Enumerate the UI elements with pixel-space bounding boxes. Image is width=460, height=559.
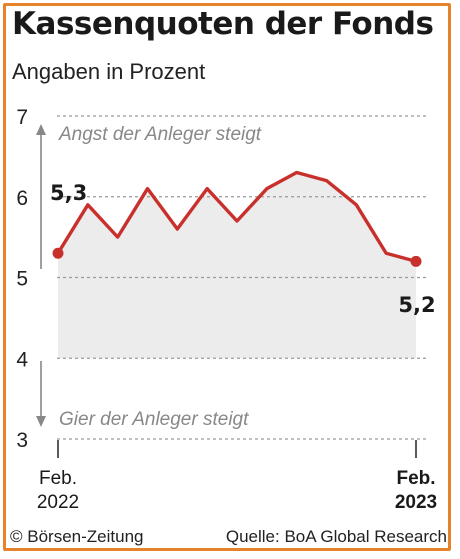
area-fill-layer bbox=[58, 172, 416, 359]
data-point-marker bbox=[52, 247, 64, 259]
series-line-layer bbox=[52, 170, 422, 267]
chart-subtitle: Angaben in Prozent bbox=[12, 59, 206, 84]
source-note: Quelle: BoA Global Research bbox=[225, 527, 447, 546]
x-tick-label-month: Feb. bbox=[396, 468, 435, 489]
grid-layer bbox=[57, 115, 428, 458]
sentiment-arrow-layer bbox=[36, 124, 46, 427]
x-tick-label-year: 2023 bbox=[395, 492, 437, 513]
x-tick-label-month: Feb. bbox=[39, 468, 77, 489]
chart-title: Kassenquoten der Fonds bbox=[12, 6, 434, 42]
y-tick-label: 7 bbox=[16, 106, 28, 129]
data-label: 5,3 bbox=[50, 181, 87, 205]
arrow-down-head bbox=[36, 416, 46, 427]
annotation-fear: Angst der Anleger steigt bbox=[58, 124, 262, 145]
series-line bbox=[56, 170, 418, 264]
arrow-up-head bbox=[36, 124, 46, 135]
data-point-marker bbox=[410, 255, 422, 267]
area-fill bbox=[58, 172, 416, 359]
data-label: 5,2 bbox=[398, 293, 435, 317]
y-tick-label: 4 bbox=[16, 348, 28, 371]
x-tick-label-year: 2022 bbox=[37, 492, 79, 513]
y-tick-label: 3 bbox=[16, 429, 28, 452]
y-tick-label: 6 bbox=[16, 187, 28, 210]
y-tick-label: 5 bbox=[16, 268, 28, 291]
label-layer: 3 4 5 6 7 Angst der Anleger steigt Gier der An… bbox=[16, 106, 437, 513]
annotation-greed: Gier der Anleger steigt bbox=[59, 409, 249, 430]
copyright-note: © Börsen-Zeitung bbox=[10, 527, 144, 546]
